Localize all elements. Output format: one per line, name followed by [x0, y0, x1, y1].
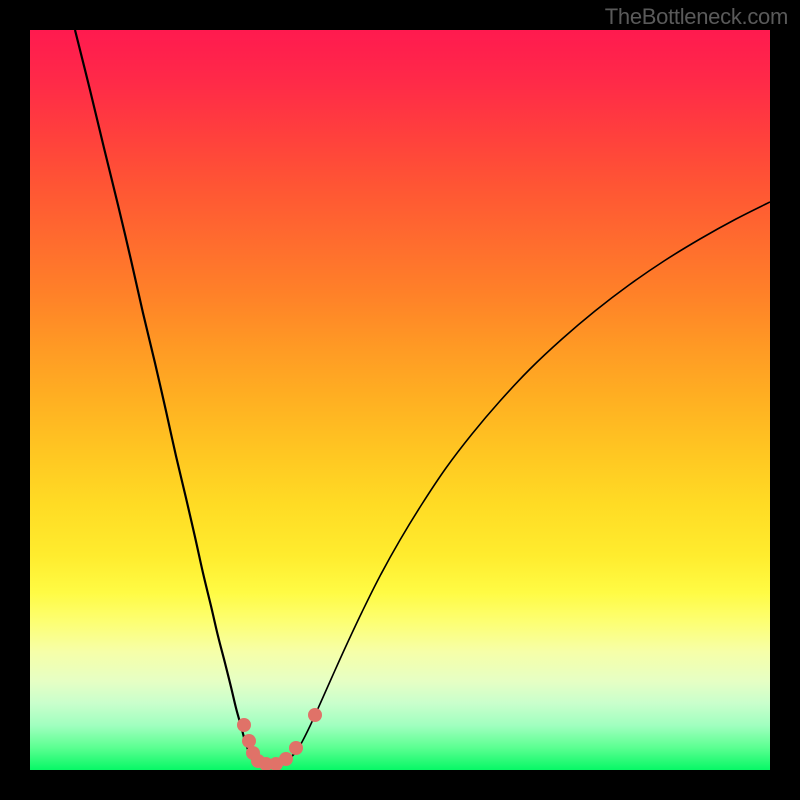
data-marker	[242, 734, 256, 748]
watermark-text: TheBottleneck.com	[605, 4, 788, 30]
markers-group	[237, 708, 322, 770]
data-marker	[279, 752, 293, 766]
markers-layer	[30, 30, 770, 770]
data-marker	[237, 718, 251, 732]
chart-container: TheBottleneck.com	[0, 0, 800, 800]
plot-area	[30, 30, 770, 770]
data-marker	[289, 741, 303, 755]
data-marker	[308, 708, 322, 722]
